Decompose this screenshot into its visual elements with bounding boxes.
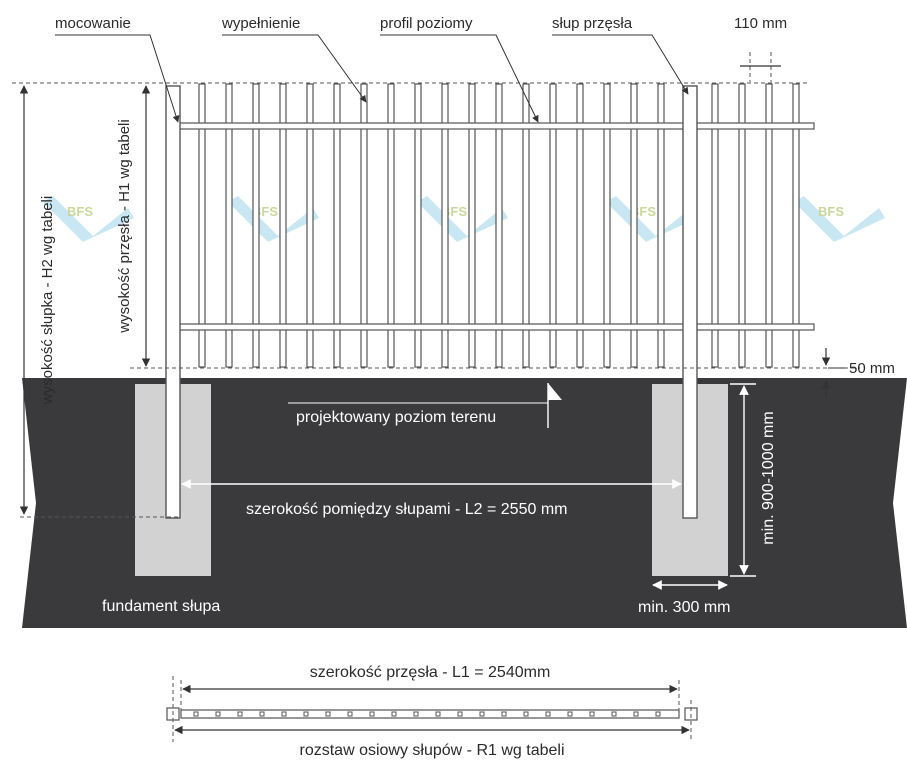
watermark-logo: BFS: [43, 196, 134, 242]
label-mocowanie: mocowanie: [55, 15, 131, 32]
top-rail: [171, 122, 815, 130]
top-view-picket: [501, 711, 507, 717]
bottom-rail: [171, 323, 815, 331]
picket: [468, 83, 476, 368]
picket: [225, 83, 233, 368]
picket: [738, 83, 746, 368]
top-view-picket: [369, 711, 375, 717]
top-view-picket: [391, 711, 397, 717]
picket: [441, 83, 449, 368]
picket: [414, 83, 422, 368]
picket: [279, 83, 287, 368]
top-view-picket: [655, 711, 661, 717]
picket: [657, 83, 665, 368]
watermark-logo: BFS: [794, 196, 885, 242]
top-view-picket: [215, 711, 221, 717]
leader-wypelnienie: [222, 34, 367, 103]
label-r1: rozstaw osiowy słupów - R1 wg tabeli: [300, 742, 565, 759]
top-view-picket: [413, 711, 419, 717]
top-view-picket: [589, 711, 595, 717]
top-view-picket: [523, 711, 529, 717]
picket: [387, 83, 395, 368]
label-profil-poziomy: profil poziomy: [380, 15, 473, 32]
picket: [603, 83, 611, 368]
top-view-picket: [237, 711, 243, 717]
panel-top-pickets: [193, 711, 661, 717]
picket: [198, 83, 206, 368]
label-h1: wysokość przęsła - H1 wg tabeli: [116, 119, 133, 333]
top-view-picket: [567, 711, 573, 717]
label-slup-przesla: słup przęsła: [552, 15, 633, 32]
watermark-logo: BFS: [228, 196, 319, 242]
picket: [576, 83, 584, 368]
label-depth: min. 900-1000 mm: [760, 411, 777, 544]
watermark-text: BFS: [67, 204, 93, 219]
panel-top-view: [180, 709, 680, 719]
leader-profil: [380, 34, 539, 123]
label-foundation: fundament słupa: [102, 598, 220, 615]
watermark-text: BFS: [818, 204, 844, 219]
label-min-300: min. 300 mm: [638, 599, 730, 616]
top-view-picket: [545, 711, 551, 717]
picket: [549, 83, 557, 368]
top-view-picket: [479, 711, 485, 717]
label-l2: szerokość pomiędzy słupami - L2 = 2550 m…: [246, 501, 567, 518]
label-l1: szerokość przęsła - L1 = 2540mm: [310, 664, 551, 681]
ground-level-flag: [548, 383, 562, 400]
post-left: [165, 85, 181, 519]
label-h2: wysokość słupka - H2 wg tabeli: [39, 196, 56, 405]
top-view-picket: [611, 711, 617, 717]
top-view-picket: [193, 711, 199, 717]
top-view-picket: [633, 711, 639, 717]
top-view-picket: [457, 711, 463, 717]
top-view-picket: [347, 711, 353, 717]
picket: [630, 83, 638, 368]
picket: [765, 83, 773, 368]
watermark-logo: BFS: [417, 196, 508, 242]
post-right: [682, 85, 698, 519]
top-view-picket: [435, 711, 441, 717]
top-view-picket: [259, 711, 265, 717]
leader-slup: [552, 34, 689, 95]
label-50mm: 50 mm: [849, 360, 895, 377]
picket: [495, 83, 503, 368]
leader-mocowanie: [55, 34, 180, 123]
label-wypelnienie: wypełnienie: [221, 15, 300, 32]
top-view-picket: [303, 711, 309, 717]
picket: [360, 83, 368, 368]
picket: [252, 83, 260, 368]
picket: [306, 83, 314, 368]
label-110mm: 110 mm: [734, 15, 787, 32]
top-view-picket: [325, 711, 331, 717]
picket: [711, 83, 719, 368]
picket: [333, 83, 341, 368]
fence-pickets: [198, 83, 800, 368]
label-ground-level: projektowany poziom terenu: [296, 409, 496, 426]
top-view-picket: [281, 711, 287, 717]
picket: [522, 83, 530, 368]
picket: [792, 83, 800, 368]
